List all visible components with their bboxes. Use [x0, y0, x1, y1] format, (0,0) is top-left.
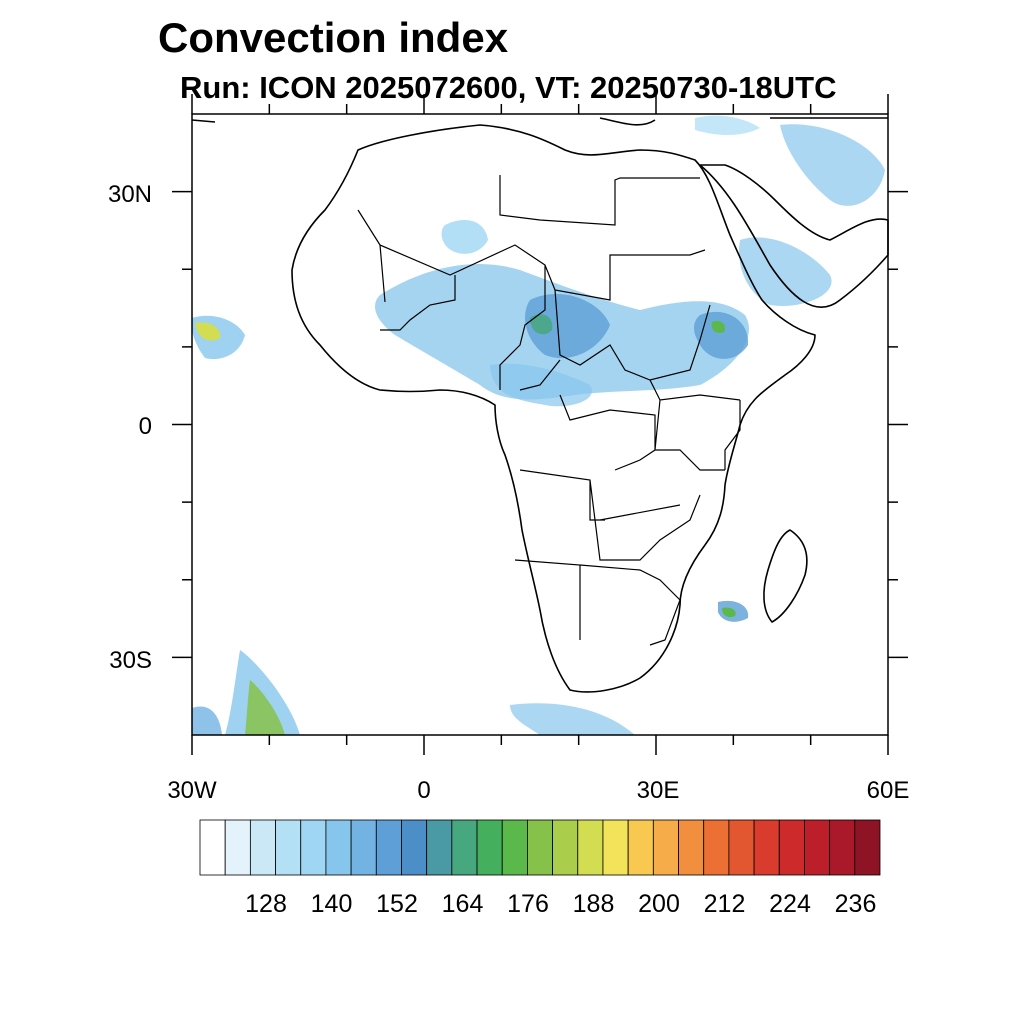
y-label-30n: 30N — [108, 181, 152, 208]
convection-area-south-atlantic — [225, 650, 300, 735]
colorbar-swatch — [249, 819, 276, 876]
colorbar-label: 176 — [507, 890, 549, 918]
y-label-0: 0 — [139, 413, 152, 440]
axis-ticks — [172, 94, 908, 755]
convection-area-iran — [780, 124, 885, 206]
country-borders — [357, 175, 741, 646]
convection-area-madagascar-core — [722, 607, 736, 618]
colorbar-label: 212 — [704, 890, 746, 918]
map-subtitle: Run: ICON 2025072600, VT: 20250730-18UTC — [180, 70, 837, 105]
arabia-coastline — [699, 164, 889, 308]
convection-area-ethiopia-core — [711, 320, 726, 333]
colorbar-swatch — [703, 819, 730, 876]
colorbar-swatch — [501, 819, 528, 876]
colorbar-swatch — [451, 819, 478, 876]
colorbar-swatch — [728, 819, 755, 876]
x-label-30e: 30E — [637, 777, 680, 804]
x-label-0: 0 — [417, 777, 430, 804]
colorbar-swatch — [552, 819, 579, 876]
colorbar-swatch — [829, 819, 856, 876]
colorbar-label: 164 — [442, 890, 484, 918]
coastlines — [191, 117, 889, 693]
colorbar-swatch — [426, 819, 453, 876]
convection-area-arabia — [739, 237, 832, 306]
colorbar-swatch — [401, 819, 428, 876]
colorbar-swatch — [224, 819, 251, 876]
convection-area-niger — [441, 220, 488, 254]
colorbar-swatch — [275, 819, 302, 876]
convection-area-sw-corner — [192, 706, 222, 735]
madagascar-coastline — [763, 529, 808, 623]
colorbar-swatch — [350, 819, 377, 876]
convection-area-med — [695, 115, 760, 135]
border-lines — [357, 175, 741, 646]
plot-frame — [191, 113, 889, 736]
colorbar-swatch — [627, 819, 654, 876]
colorbar-swatch — [577, 819, 604, 876]
convection-area-ethiopia — [694, 311, 749, 359]
convection-area-chad — [525, 294, 610, 359]
x-label-30w: 30W — [167, 777, 217, 804]
colorbar-swatch — [652, 819, 679, 876]
convection-area-chad-core — [530, 314, 553, 335]
colorbar-swatch — [602, 819, 629, 876]
colorbar-swatch — [325, 819, 352, 876]
colorbar-swatch — [678, 819, 705, 876]
colorbar-labels: 128 140 152 164 176 188 200 212 224 236 — [245, 890, 876, 918]
colorbar-swatch — [804, 819, 831, 876]
convection-area-southern-ocean — [510, 703, 635, 735]
x-label-60e: 60E — [867, 777, 910, 804]
colorbar-label: 140 — [311, 890, 353, 918]
convection-area-south-atlantic-core — [245, 680, 285, 735]
convection-area-congo — [490, 363, 592, 407]
colorbar-swatch — [476, 819, 503, 876]
colorbar-label: 200 — [638, 890, 680, 918]
colorbar-swatch — [375, 819, 402, 876]
colorbar-label: 236 — [835, 890, 877, 918]
convection-field — [191, 115, 885, 735]
colorbar-label: 152 — [376, 890, 418, 918]
colorbar-label: 224 — [769, 890, 811, 918]
colorbar-swatch — [300, 819, 327, 876]
convection-area-atlantic-core — [195, 322, 221, 341]
colorbar-label: 128 — [245, 890, 287, 918]
colorbar-swatch — [753, 819, 780, 876]
colorbar-swatch — [854, 819, 881, 876]
y-label-30s: 30S — [109, 647, 152, 674]
colorbar-swatch — [778, 819, 805, 876]
africa-coastline — [291, 124, 816, 693]
colorbar-label: 188 — [573, 890, 615, 918]
colorbar — [199, 819, 881, 876]
europe-coastline — [191, 117, 888, 126]
map-title: Convection index — [158, 14, 509, 61]
colorbar-swatch — [527, 819, 553, 876]
colorbar-swatch — [199, 819, 226, 876]
